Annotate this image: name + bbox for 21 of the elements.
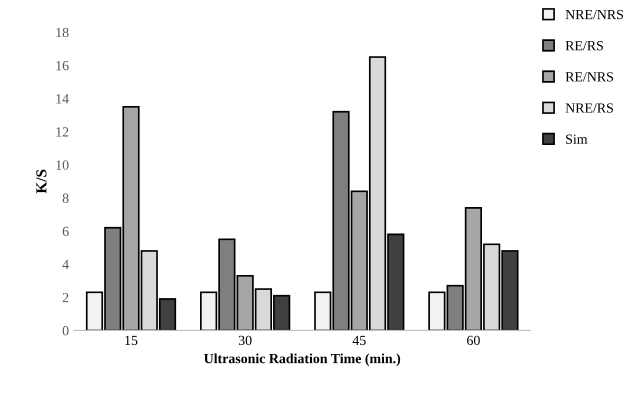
y-tick-label: 4 — [62, 260, 69, 270]
y-tick-label: 0 — [62, 326, 69, 336]
y-tick-label: 2 — [62, 292, 68, 302]
y-axis-title: K/S — [36, 170, 47, 194]
y-tick-label: 18 — [56, 28, 69, 38]
x-tick-label: 45 — [352, 336, 366, 346]
y-tick-label: 12 — [56, 127, 68, 136]
x-tick-label: 30 — [238, 336, 252, 346]
y-tick-label: 14 — [56, 94, 69, 104]
legend-label: NRE/RS — [566, 103, 613, 113]
legend-label: RE/RS — [566, 41, 603, 50]
x-tick-label: 60 — [467, 336, 480, 346]
x-axis-title: Ultrasonic Radiation Time (min.) — [204, 353, 400, 366]
legend-label: Sim — [566, 134, 588, 144]
y-tick-label: 16 — [56, 60, 69, 70]
x-tick-label: 15 — [125, 336, 138, 346]
y-tick-label: 10 — [56, 160, 69, 170]
legend-label: RE/NRS — [566, 72, 613, 82]
y-tick-label: 6 — [62, 226, 69, 236]
legend-label: NRE/NRS — [566, 10, 623, 20]
y-tick-label: 8 — [62, 194, 69, 203]
